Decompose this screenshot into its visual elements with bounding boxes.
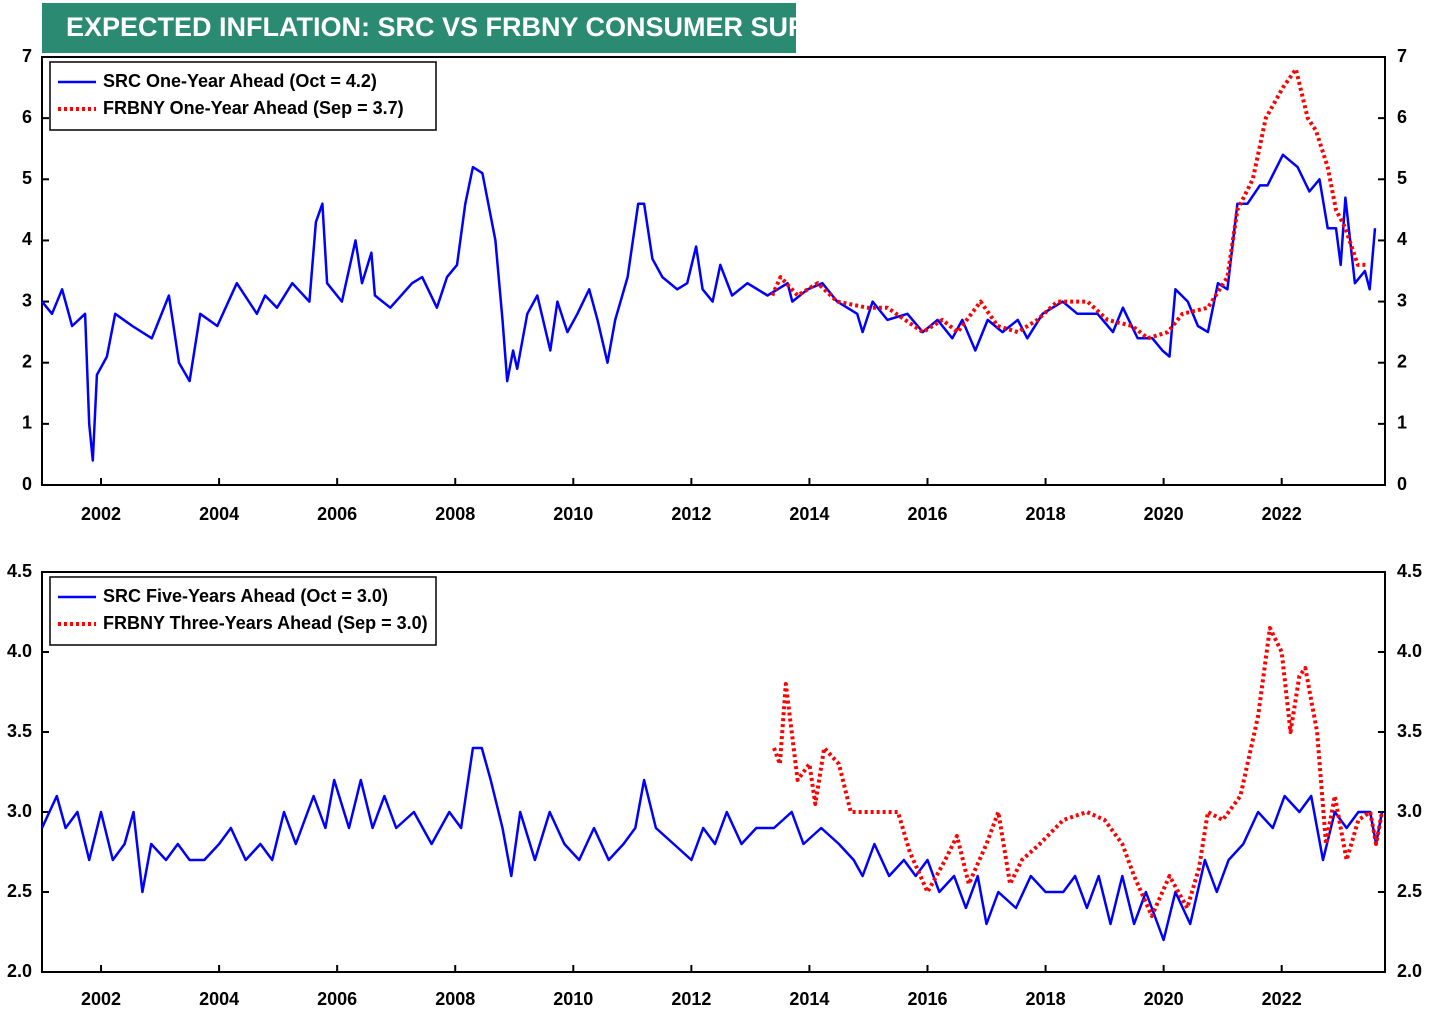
x-tick-label: 2008 bbox=[435, 989, 475, 1009]
y2-tick-label: 1 bbox=[1397, 413, 1407, 433]
x-tick-label: 2012 bbox=[671, 989, 711, 1009]
x-tick-label: 2018 bbox=[1026, 989, 1066, 1009]
y2-tick-label: 4.5 bbox=[1397, 561, 1422, 581]
x-tick-label: 2006 bbox=[317, 989, 357, 1009]
y2-tick-label: 7 bbox=[1397, 46, 1407, 66]
y2-tick-label: 3.0 bbox=[1397, 801, 1422, 821]
x-tick-label: 2020 bbox=[1144, 989, 1184, 1009]
y2-tick-label: 3.5 bbox=[1397, 721, 1422, 741]
x-tick-label: 2002 bbox=[81, 989, 121, 1009]
x-tick-label: 2010 bbox=[553, 504, 593, 524]
x-tick-label: 2014 bbox=[789, 989, 829, 1009]
x-tick-label: 2022 bbox=[1262, 504, 1302, 524]
y-tick-label: 2.5 bbox=[7, 881, 32, 901]
y-tick-label: 7 bbox=[22, 46, 32, 66]
y-tick-label: 3 bbox=[22, 290, 32, 310]
series-line bbox=[770, 67, 1368, 341]
x-tick-label: 2022 bbox=[1262, 989, 1302, 1009]
x-tick-label: 2002 bbox=[81, 504, 121, 524]
x-tick-label: 2008 bbox=[435, 504, 475, 524]
y2-tick-label: 0 bbox=[1397, 474, 1407, 494]
series-line bbox=[40, 746, 1384, 942]
y2-tick-label: 5 bbox=[1397, 168, 1407, 188]
y-tick-label: 0 bbox=[22, 474, 32, 494]
y-tick-label: 1 bbox=[22, 413, 32, 433]
legend-box bbox=[49, 61, 437, 131]
y2-tick-label: 2.0 bbox=[1397, 961, 1422, 981]
y-tick-label: 6 bbox=[22, 107, 32, 127]
legend-label: FRBNY One-Year Ahead (Sep = 3.7) bbox=[103, 98, 404, 118]
title-box bbox=[42, 3, 796, 53]
y-tick-label: 5 bbox=[22, 168, 32, 188]
y-tick-label: 3.0 bbox=[7, 801, 32, 821]
y-tick-label: 2.0 bbox=[7, 961, 32, 981]
x-tick-label: 2006 bbox=[317, 504, 357, 524]
plot-frame bbox=[41, 571, 1386, 973]
y-tick-label: 3.5 bbox=[7, 721, 32, 741]
x-tick-label: 2016 bbox=[907, 504, 947, 524]
y2-tick-label: 2 bbox=[1397, 351, 1407, 371]
x-tick-label: 2020 bbox=[1144, 504, 1184, 524]
y2-tick-label: 6 bbox=[1397, 107, 1407, 127]
x-tick-label: 2018 bbox=[1026, 504, 1066, 524]
chart-title: EXPECTED INFLATION: SRC VS FRBNY CONSUME… bbox=[66, 12, 879, 42]
x-tick-label: 2014 bbox=[789, 504, 829, 524]
legend-label: SRC Five-Years Ahead (Oct = 3.0) bbox=[103, 586, 388, 606]
y2-tick-label: 3 bbox=[1397, 290, 1407, 310]
x-tick-label: 2010 bbox=[553, 989, 593, 1009]
legend-box bbox=[49, 576, 437, 646]
legend-label: FRBNY Three-Years Ahead (Sep = 3.0) bbox=[103, 613, 428, 633]
series-line bbox=[41, 153, 1377, 462]
legend-label: SRC One-Year Ahead (Oct = 4.2) bbox=[103, 71, 377, 91]
plot-frame bbox=[41, 56, 1386, 486]
y2-tick-label: 4.0 bbox=[1397, 641, 1422, 661]
y2-tick-label: 4 bbox=[1397, 229, 1407, 249]
y-tick-label: 4.5 bbox=[7, 561, 32, 581]
x-tick-label: 2016 bbox=[907, 989, 947, 1009]
y-tick-label: 4.0 bbox=[7, 641, 32, 661]
y2-tick-label: 2.5 bbox=[1397, 881, 1422, 901]
y-tick-label: 4 bbox=[22, 229, 32, 249]
series-line bbox=[772, 626, 1384, 918]
x-tick-label: 2004 bbox=[199, 504, 239, 524]
x-tick-label: 2004 bbox=[199, 989, 239, 1009]
y-tick-label: 2 bbox=[22, 351, 32, 371]
x-tick-label: 2012 bbox=[671, 504, 711, 524]
